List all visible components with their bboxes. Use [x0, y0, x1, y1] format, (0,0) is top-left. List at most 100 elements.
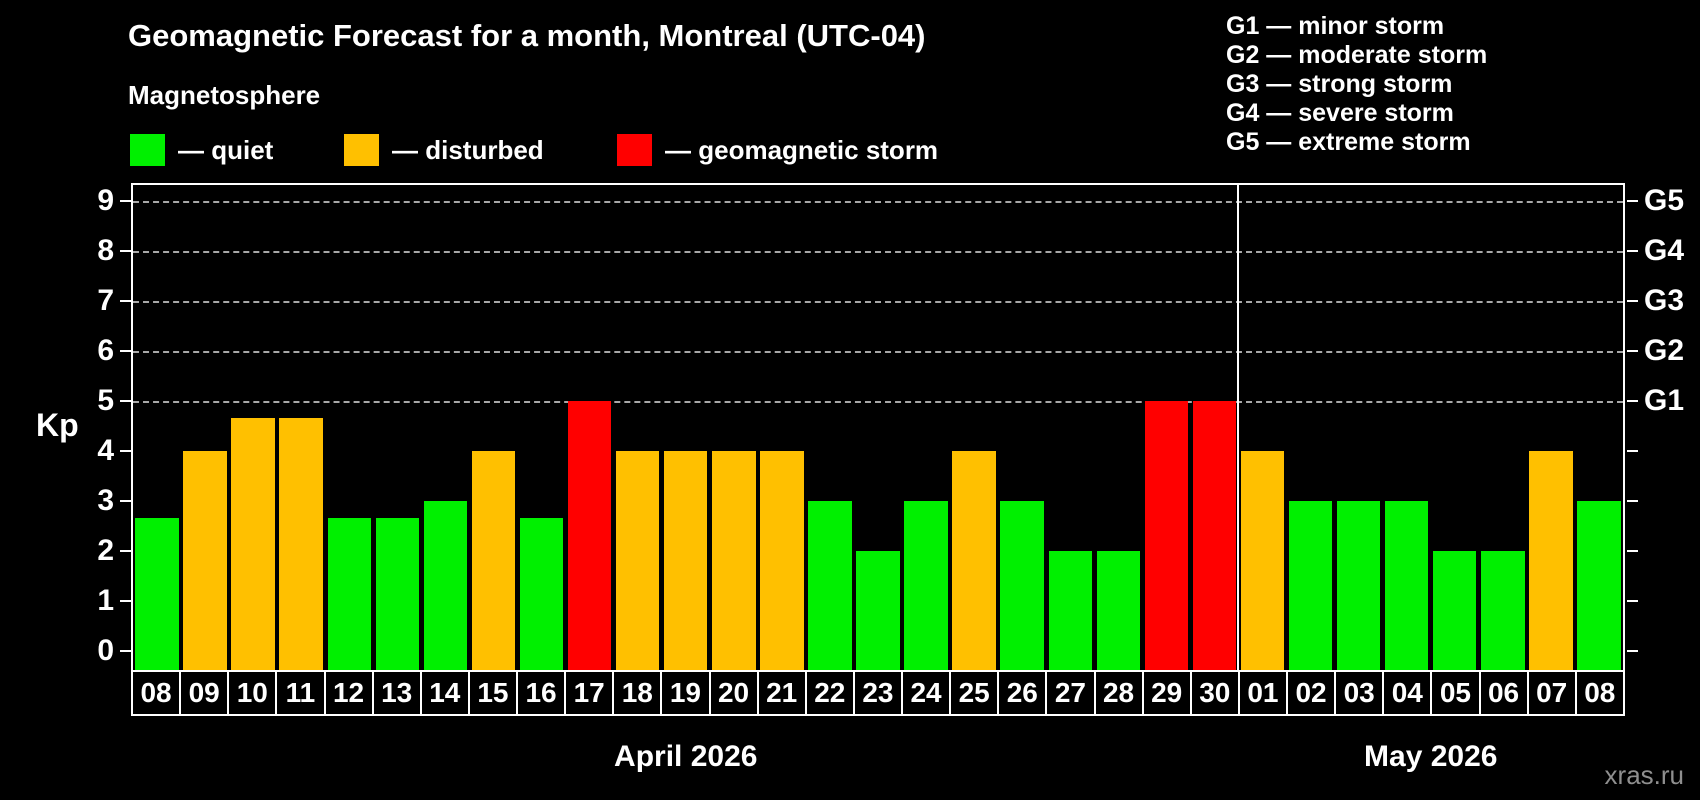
y-tick-label: 5	[97, 384, 114, 417]
left-axis-tick	[120, 550, 131, 552]
left-axis-tick	[120, 300, 131, 302]
kp-bar-day-07	[1529, 451, 1573, 670]
storm-scale-line: G2 — moderate storm	[1226, 41, 1488, 69]
y-tick-label: 3	[97, 484, 114, 517]
storm-scale-line: G3 — strong storm	[1226, 70, 1453, 98]
legend-item-geomagnetic-storm: — geomagnetic storm	[617, 131, 938, 169]
g-axis-label-g4: G4	[1644, 234, 1685, 267]
kp-bar-day-08	[1577, 501, 1621, 670]
day-label: 30	[1189, 670, 1240, 716]
kp-bar-day-03	[1336, 501, 1381, 670]
legend-item-disturbed: — disturbed	[344, 131, 544, 169]
chart-title: Geomagnetic Forecast for a month, Montre…	[128, 18, 926, 53]
day-label: 10	[227, 670, 278, 716]
kp-bar-day-29	[1144, 401, 1189, 670]
gridline-kp-6	[133, 351, 1623, 353]
left-axis-tick	[120, 400, 131, 402]
kp-bar-day-11	[279, 417, 323, 670]
y-tick-label: 9	[97, 184, 114, 217]
kp-bar-day-19	[664, 451, 708, 670]
kp-axis-title: Kp	[36, 407, 79, 443]
y-tick-label: 6	[97, 334, 114, 367]
storm-scale-legend: G1 — minor storm G2 — moderate storm G3 — …	[1226, 12, 1487, 157]
kp-bar-day-20	[712, 451, 756, 670]
kp-bar-day-13	[375, 517, 420, 670]
day-label: 05	[1430, 670, 1481, 716]
plot-area	[131, 183, 1625, 670]
y-tick-label: 0	[97, 634, 114, 667]
day-label: 14	[419, 670, 470, 716]
left-axis-tick	[120, 600, 131, 602]
kp-bar-day-25	[952, 451, 996, 670]
kp-bar-day-02	[1288, 501, 1333, 670]
day-label: 28	[1093, 670, 1144, 716]
day-label: 15	[467, 670, 518, 716]
day-label: 26	[997, 670, 1048, 716]
storm-scale-line: G4 — severe storm	[1226, 99, 1454, 127]
day-label: 08	[1574, 670, 1625, 716]
y-tick-label: 2	[97, 534, 114, 567]
legend-item-label: — quiet	[178, 134, 274, 165]
day-label: 17	[564, 670, 615, 716]
day-label: 29	[1141, 670, 1192, 716]
kp-bar-day-04	[1384, 501, 1429, 670]
right-axis-tick	[1627, 300, 1638, 302]
month-label: May 2026	[1364, 740, 1498, 773]
disturbed-swatch	[344, 134, 379, 166]
day-label: 12	[323, 670, 374, 716]
gridline-kp-7	[133, 301, 1623, 303]
kp-bar-day-17	[567, 401, 612, 670]
y-tick-label: 8	[97, 234, 114, 267]
day-label: 06	[1478, 670, 1529, 716]
day-label: 04	[1382, 670, 1433, 716]
kp-bar-day-18	[615, 451, 660, 670]
left-axis-tick	[120, 500, 131, 502]
day-label: 07	[1526, 670, 1577, 716]
kp-bar-day-08	[135, 517, 179, 670]
kp-bar-day-06	[1481, 551, 1525, 670]
left-axis-tick	[120, 650, 131, 652]
day-label: 08	[131, 670, 182, 716]
right-axis-tick	[1627, 450, 1638, 452]
legend-item-label: — disturbed	[392, 134, 544, 165]
kp-bar-day-21	[760, 451, 804, 670]
kp-bar-day-15	[471, 451, 516, 670]
day-label: 24	[901, 670, 952, 716]
left-axis-tick	[120, 450, 131, 452]
left-axis-tick	[120, 250, 131, 252]
kp-bar-day-22	[808, 501, 852, 670]
day-label: 27	[1045, 670, 1096, 716]
storm-scale-line: G5 — extreme storm	[1226, 128, 1471, 156]
gridline-kp-8	[133, 251, 1623, 253]
day-labels-row: 08 09 10 11 12 13 14 15 16 17 18 19 20 21 22 23 24 25 26 27…	[131, 670, 1625, 716]
kp-bar-day-12	[327, 517, 371, 670]
day-label: 22	[804, 670, 855, 716]
day-label: 11	[275, 670, 326, 716]
gridline-kp-9	[133, 201, 1623, 203]
g-axis-label-g3: G3	[1644, 284, 1685, 317]
day-label: 03	[1334, 670, 1385, 716]
kp-bar-day-05	[1433, 551, 1477, 670]
kp-bar-day-28	[1096, 551, 1141, 670]
quiet-swatch	[130, 134, 165, 166]
day-label: 09	[179, 670, 230, 716]
kp-bar-day-16	[519, 517, 564, 670]
day-label: 02	[1286, 670, 1337, 716]
geomagnetic-storm-swatch	[617, 134, 652, 166]
day-label: 13	[371, 670, 422, 716]
day-label: 18	[612, 670, 663, 716]
month-label: April 2026	[614, 740, 758, 773]
watermark: xras.ru	[1604, 760, 1684, 790]
right-axis-tick	[1627, 200, 1638, 202]
kp-bar-day-30	[1192, 401, 1237, 670]
right-axis-tick	[1627, 600, 1638, 602]
legend-item-quiet: — quiet	[130, 131, 273, 169]
kp-bar-day-24	[904, 501, 948, 670]
kp-bar-day-01	[1240, 451, 1285, 670]
y-tick-label: 1	[97, 584, 114, 617]
month-separator-line	[1237, 185, 1240, 670]
day-label: 16	[516, 670, 567, 716]
day-label: 23	[852, 670, 903, 716]
right-axis-tick	[1627, 650, 1638, 652]
